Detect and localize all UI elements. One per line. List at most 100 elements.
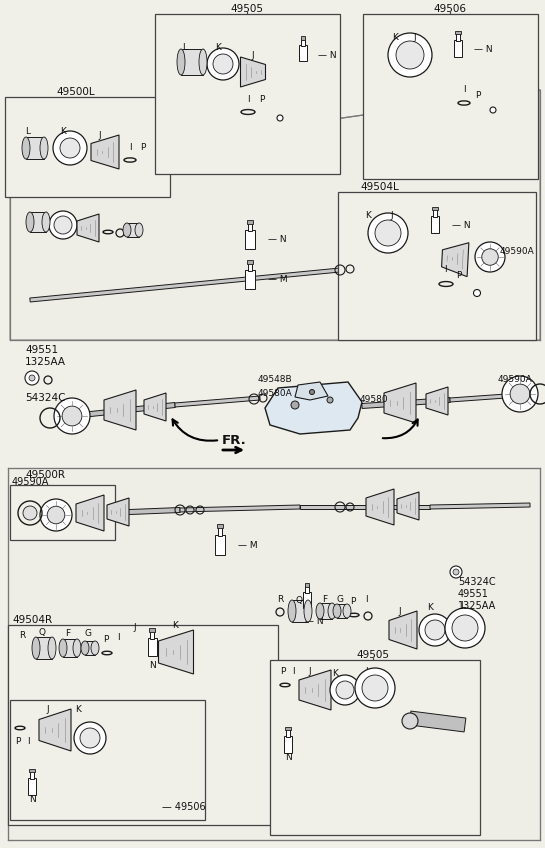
Polygon shape: [175, 396, 260, 407]
Circle shape: [62, 406, 82, 426]
Polygon shape: [30, 268, 340, 302]
Bar: [63, 639, 77, 657]
Polygon shape: [8, 468, 540, 840]
Polygon shape: [39, 709, 71, 751]
Text: I: I: [117, 633, 119, 643]
Bar: [29, 768, 35, 773]
Text: I: I: [444, 265, 446, 275]
Text: — M: — M: [238, 542, 258, 550]
Polygon shape: [389, 611, 417, 649]
Bar: [215, 535, 225, 555]
Circle shape: [396, 41, 424, 69]
Text: J: J: [134, 622, 136, 632]
Bar: [245, 270, 255, 289]
Text: I: I: [129, 143, 131, 153]
Circle shape: [362, 675, 388, 701]
FancyArrowPatch shape: [173, 420, 217, 441]
Text: — N: — N: [452, 221, 471, 231]
Text: 1325AA: 1325AA: [25, 357, 66, 367]
Text: 49548B: 49548B: [258, 376, 293, 384]
Bar: [305, 583, 310, 587]
Circle shape: [502, 376, 538, 412]
Text: N: N: [284, 754, 292, 762]
Text: I: I: [247, 96, 249, 104]
Bar: [28, 778, 37, 795]
Ellipse shape: [42, 212, 50, 232]
Text: 49500L: 49500L: [56, 87, 95, 97]
Text: F: F: [65, 628, 70, 638]
Bar: [217, 524, 223, 528]
Circle shape: [49, 211, 77, 239]
Polygon shape: [430, 503, 530, 509]
Polygon shape: [144, 393, 166, 421]
Ellipse shape: [177, 49, 185, 75]
Circle shape: [29, 375, 35, 381]
Polygon shape: [441, 243, 469, 276]
Bar: [454, 40, 462, 57]
Text: — N: — N: [318, 51, 337, 59]
Bar: [303, 592, 311, 608]
Text: L: L: [183, 42, 187, 52]
Circle shape: [213, 54, 233, 74]
Polygon shape: [397, 492, 419, 520]
Bar: [155, 14, 340, 174]
Circle shape: [336, 681, 354, 699]
Bar: [26, 137, 44, 159]
Ellipse shape: [91, 641, 99, 655]
Bar: [85, 641, 95, 655]
Bar: [270, 660, 480, 835]
Bar: [286, 727, 290, 730]
Bar: [300, 36, 306, 40]
Circle shape: [23, 506, 37, 520]
Polygon shape: [159, 630, 193, 674]
Text: P: P: [280, 667, 286, 676]
Circle shape: [510, 384, 530, 404]
Text: — N: — N: [268, 236, 287, 244]
Bar: [433, 209, 437, 217]
Circle shape: [291, 401, 299, 409]
Circle shape: [327, 397, 333, 403]
Polygon shape: [295, 382, 328, 400]
Text: — 49506: — 49506: [162, 802, 205, 812]
Polygon shape: [265, 382, 362, 434]
Circle shape: [80, 728, 100, 748]
Circle shape: [330, 675, 360, 705]
Text: K: K: [172, 621, 178, 629]
Text: N: N: [149, 661, 155, 671]
Polygon shape: [10, 90, 540, 340]
Bar: [456, 33, 460, 41]
Text: J: J: [47, 706, 49, 715]
Bar: [217, 527, 222, 536]
Bar: [337, 604, 347, 618]
Text: J: J: [308, 667, 311, 676]
Text: 49504L: 49504L: [360, 182, 399, 192]
Bar: [432, 207, 438, 210]
Bar: [338, 192, 536, 340]
Text: J: J: [252, 52, 255, 60]
Text: K: K: [365, 210, 371, 220]
Bar: [245, 230, 255, 249]
Text: G: G: [84, 628, 92, 638]
Ellipse shape: [288, 600, 296, 622]
Bar: [30, 772, 34, 779]
Ellipse shape: [81, 641, 89, 655]
Polygon shape: [340, 253, 530, 272]
Text: 49500R: 49500R: [25, 470, 65, 480]
Text: 49590A: 49590A: [500, 248, 535, 256]
Text: K: K: [215, 43, 221, 53]
Bar: [36, 637, 52, 659]
Polygon shape: [77, 214, 99, 242]
Text: G: G: [336, 595, 343, 605]
Ellipse shape: [333, 604, 341, 618]
Circle shape: [53, 131, 87, 165]
Ellipse shape: [123, 223, 131, 237]
Ellipse shape: [22, 137, 30, 159]
Circle shape: [277, 115, 283, 121]
Bar: [301, 39, 305, 46]
Bar: [30, 212, 46, 232]
Text: P: P: [259, 96, 265, 104]
Text: Q: Q: [39, 628, 45, 638]
Bar: [431, 216, 439, 233]
Polygon shape: [362, 398, 450, 409]
Bar: [247, 220, 253, 224]
